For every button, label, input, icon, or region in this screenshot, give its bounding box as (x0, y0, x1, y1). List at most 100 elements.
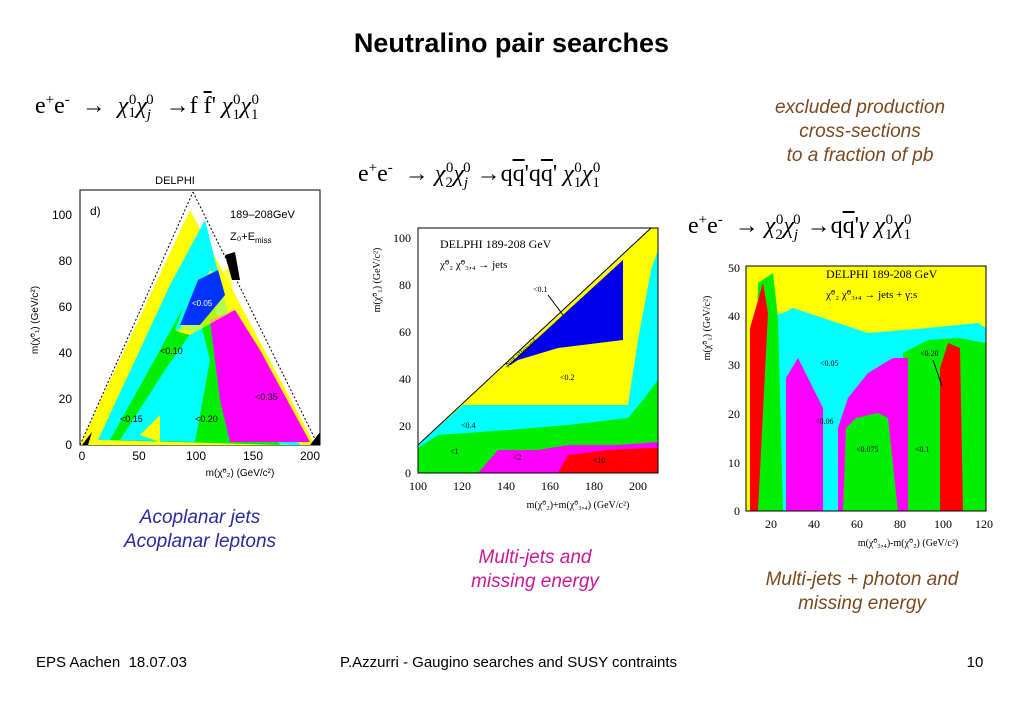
note-line-2: cross-sections (799, 121, 921, 142)
plot3-region-red-left (750, 283, 768, 511)
footer-center: P.Azzurri - Gaugino searches and SUSY co… (339, 654, 678, 671)
caption-multijets: Multi-jets and missing energy (395, 546, 675, 594)
plot1-xtick: 150 (243, 449, 263, 463)
plot2-ytick: 60 (399, 325, 411, 339)
plot-multijets-photon: DELPHI 189-208 GeV χ̃⁰₂ χ̃⁰₃,₄ → jets + … (702, 261, 993, 549)
plot3-xtick: 120 (975, 517, 993, 531)
plot3-ytick: 0 (734, 504, 740, 518)
plot2-xtick: 160 (541, 479, 559, 493)
equation-1: e+e- → χ10χj0 →f f' χ10χ10 (35, 92, 260, 123)
plot1-label-005: <0.05 (192, 299, 213, 308)
footer-left: EPS Aachen 18.07.03 (36, 654, 187, 671)
plot2-label-02: <0.2 (560, 373, 575, 382)
plot1-energy: 189–208GeV (230, 209, 295, 221)
plot3-label-006: <0.06 (815, 417, 834, 426)
plot1-xtick: 200 (300, 449, 320, 463)
plot3-xtick: 80 (894, 517, 906, 531)
plot3-ytick: 20 (728, 407, 740, 421)
caption-multijets-line-1: Multi-jets and (478, 547, 592, 568)
plot2-xtick: 120 (453, 479, 471, 493)
plot2-region-blue (505, 260, 623, 368)
plot2-diagonal (417, 227, 652, 446)
plot2-xtick: 100 (409, 479, 427, 493)
plot2-xtick: 180 (585, 479, 603, 493)
plot2-ytick: 40 (399, 372, 411, 386)
caption-multijets-line-2: missing energy (471, 571, 599, 592)
plot2-ylabel: m(χ̃⁰₁) (GeV/c²) (372, 248, 383, 313)
plot1-region-magenta (210, 310, 310, 442)
plot1-region-blue (180, 270, 225, 325)
plot3-arrow (932, 359, 943, 387)
plot2-yticks: 0 20 40 60 80 100 (393, 231, 411, 480)
plot1-channel: Z₀+Emiss (230, 231, 272, 245)
plot2-xtick: 200 (629, 479, 647, 493)
plot2-ytick: 100 (393, 231, 411, 245)
plot3-header: DELPHI 189-208 GeV (826, 267, 938, 281)
plot-multijets: DELPHI 189-208 GeV χ̃⁰₂ χ̃⁰₃,₄ → jets <0… (372, 227, 659, 511)
plot1-xtick: 0 (79, 449, 86, 463)
slide-title: Neutralino pair searches (353, 28, 670, 58)
plot-acoplanar: DELPHI d) 189–208GeV Z₀+Emiss <0.05 <0.1… (30, 175, 321, 479)
plot3-xlabel: m(χ̃⁰₃,₄)-m(χ̃⁰₂) (GeV/c²) (858, 538, 958, 549)
plot3-label-01: <0.1 (915, 445, 930, 454)
plot3-region-magenta-left (786, 358, 823, 511)
plot1-panel-label: d) (90, 204, 101, 218)
plot3-xticks: 20 40 60 80 100 120 (765, 517, 993, 531)
plot1-xticks: 0 50 100 150 200 (79, 449, 321, 463)
plot3-xtick: 20 (765, 517, 777, 531)
caption-acoplanar: Acoplanar jets Acoplanar leptons (60, 506, 340, 554)
plot2-xlabel: m(χ̃⁰₂)+m(χ̃⁰₃,₄) (GeV/c²) (527, 500, 630, 511)
plot2-arrow (547, 294, 564, 316)
equation-3: e+e- → χ20χj0 →qq'γ χ10χ10 (688, 212, 912, 243)
caption-multijets-photon-line-1: Multi-jets + photon and (765, 569, 959, 590)
plot1-xtick: 100 (186, 449, 206, 463)
note-line-3: to a fraction of pb (786, 145, 934, 166)
plot1-region-yellow-inner (140, 415, 160, 442)
plot3-ytick: 50 (728, 261, 740, 275)
plot3-yticks: 0 10 20 30 40 50 (728, 261, 740, 518)
plot1-xtick: 50 (132, 449, 146, 463)
plot1-ytick: 60 (59, 300, 73, 314)
caption-multijets-photon: Multi-jets + photon and missing energy (722, 568, 1002, 616)
plot2-process: χ̃⁰₂ χ̃⁰₃,₄ → jets (439, 259, 507, 271)
plot2-label-04: <0.4 (461, 421, 476, 430)
plot1-ytick: 0 (65, 438, 72, 452)
plot1-ytick: 100 (52, 208, 72, 222)
plot1-header: DELPHI (155, 175, 195, 187)
plot3-region-green-mid (843, 413, 898, 511)
plot3-ytick: 10 (728, 456, 740, 470)
plot3-xtick: 40 (808, 517, 820, 531)
plot1-xlabel: m(χ̃⁰₂) (GeV/c²) (206, 468, 275, 479)
plot2-xticks: 100 120 140 160 180 200 (409, 479, 647, 493)
plot3-label-005: <0.05 (820, 359, 839, 368)
plot2-label-2: <2 (513, 453, 522, 462)
equation-2: e+e- → χ20χj0 →qq'qq' χ10χ10 (358, 160, 601, 191)
plot2-ytick: 20 (399, 419, 411, 433)
plot1-ylabel: m(χ̃⁰₁) (GeV/c²) (30, 286, 41, 354)
plot2-label-1: <1 (450, 447, 459, 456)
caption-acoplanar-line-1: Acoplanar jets (139, 507, 261, 528)
plot1-ytick: 80 (59, 254, 73, 268)
plot3-region-red-right (940, 343, 963, 511)
note-line-1: excluded production (774, 97, 946, 118)
plot1-ytick: 40 (59, 346, 73, 360)
plot1-black-corner-left (82, 432, 92, 445)
plot3-border (745, 265, 987, 512)
plot2-label-10: <10 (593, 456, 606, 465)
plot1-label-010: <0.10 (160, 346, 183, 356)
plot2-xtick: 140 (497, 479, 515, 493)
plot1-black-corner (310, 432, 320, 445)
plot3-label-0075: <0.075 (856, 445, 879, 454)
footer-page-number: 10 (966, 654, 984, 671)
plot1-region-cyan-inner (120, 320, 210, 442)
plot3-ylabel: m(χ̃⁰₁) (GeV/c²) (702, 296, 713, 361)
caption-multijets-photon-line-2: missing energy (798, 593, 926, 614)
caption-acoplanar-line-2: Acoplanar leptons (123, 531, 277, 552)
plot1-ytick: 20 (59, 392, 73, 406)
plot2-ytick: 0 (405, 466, 411, 480)
plot2-label-01: <0.1 (533, 285, 548, 294)
plot2-border (417, 227, 659, 474)
plot1-label-015: <0.15 (120, 414, 143, 424)
plot2-header: DELPHI 189-208 GeV (440, 237, 552, 251)
plot2-ytick: 80 (399, 278, 411, 292)
